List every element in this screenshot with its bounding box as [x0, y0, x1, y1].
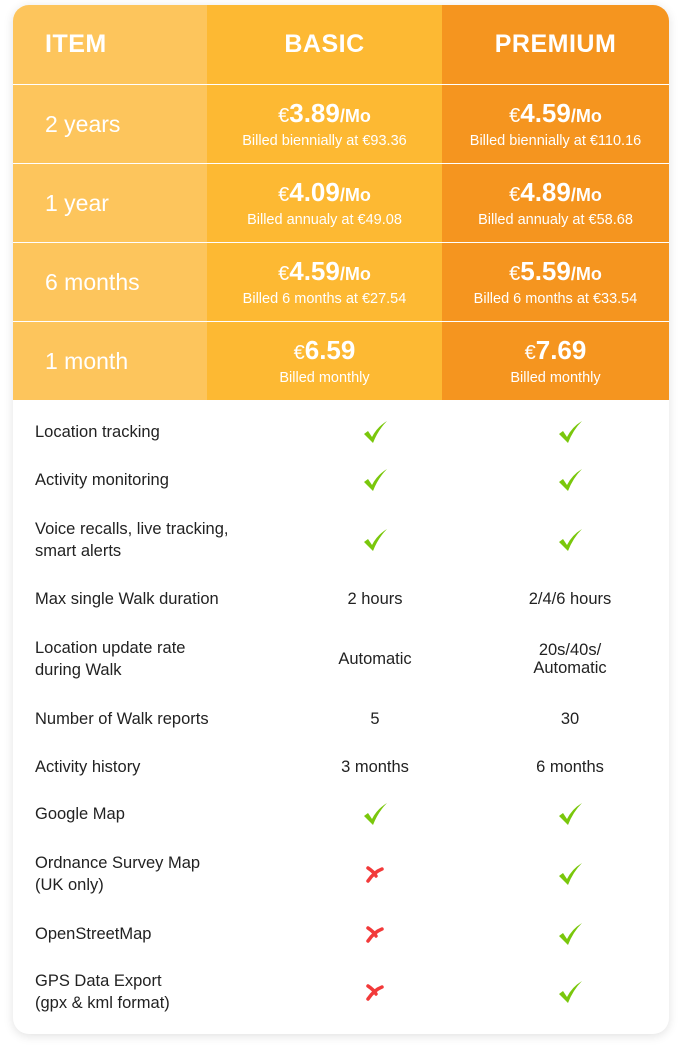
basic-feature-value: 2 hours — [347, 590, 403, 608]
feature-label: Activity monitoring — [35, 471, 169, 489]
premium-billed-text: Billed biennially at €110.16 — [469, 133, 642, 149]
premium-feature-value: 30 — [560, 710, 580, 728]
feature-row: Max single Walk duration 2 hours 2/4/6 hou… — [13, 574, 669, 624]
basic-check-icon — [275, 515, 475, 565]
feature-row: Ordnance Survey Map (UK only) — [13, 849, 669, 899]
basic-billed-text: Billed monthly — [279, 370, 370, 386]
plan-row: 1 month €6.59 Billed monthly €7.69 Bille… — [13, 322, 669, 400]
feature-label: Google Map — [35, 805, 125, 823]
premium-check-icon — [470, 967, 669, 1017]
item-column-bg — [13, 5, 207, 400]
pricing-table: ITEM BASIC PREMIUM 2 years €3.89/Mo Bill… — [13, 5, 669, 1034]
basic-price: €4.59/Mo — [278, 256, 371, 286]
basic-check-icon — [275, 407, 475, 457]
feature-row: OpenStreetMap — [13, 909, 669, 959]
premium-price: €7.69 — [524, 335, 587, 365]
basic-column-bg — [207, 5, 442, 400]
premium-check-icon — [470, 789, 669, 839]
item-header: ITEM — [45, 30, 107, 58]
basic-cross-icon — [275, 967, 475, 1017]
plan-row: 6 months €4.59/Mo Billed 6 months at €27… — [13, 243, 669, 321]
feature-label: Max single Walk duration — [35, 590, 219, 608]
basic-price: €4.09/Mo — [278, 177, 371, 207]
plan-duration: 6 months — [45, 268, 140, 295]
premium-billed-text: Billed annualy at €58.68 — [478, 212, 633, 228]
feature-row: Number of Walk reports 5 30 — [13, 694, 669, 744]
feature-label: Voice recalls, live tracking, smart aler… — [35, 520, 229, 560]
basic-feature-value: 5 — [370, 710, 380, 728]
basic-billed-text: Billed annualy at €49.08 — [247, 212, 402, 228]
feature-row: Activity monitoring — [13, 455, 669, 505]
basic-price: €6.59 — [293, 335, 356, 365]
premium-check-icon — [470, 455, 669, 505]
basic-billed-text: Billed 6 months at €27.54 — [242, 291, 407, 307]
basic-price-cell: €4.59/Mo Billed 6 months at €27.54 — [207, 243, 442, 321]
basic-feature-value: 3 months — [341, 758, 409, 776]
feature-label: Location update rate during Walk — [35, 639, 186, 679]
basic-cross-icon — [275, 849, 475, 899]
plan-duration: 1 year — [45, 189, 109, 216]
feature-row: Activity history 3 months 6 months — [13, 742, 669, 792]
plan-duration: 2 years — [45, 110, 121, 137]
basic-price: €3.89/Mo — [278, 98, 371, 128]
premium-billed-text: Billed monthly — [510, 370, 601, 386]
premium-feature-value: 2/4/6 hours — [528, 590, 612, 608]
plan-duration: 1 month — [45, 347, 129, 374]
premium-price-cell: €7.69 Billed monthly — [442, 322, 669, 400]
basic-header: BASIC — [284, 30, 365, 58]
premium-price-cell: €4.89/Mo Billed annualy at €58.68 — [442, 164, 669, 242]
basic-check-icon — [275, 455, 475, 505]
plan-row: 2 years €3.89/Mo Billed biennially at €9… — [13, 85, 669, 163]
premium-check-icon — [470, 849, 669, 899]
basic-feature-value: Automatic — [338, 650, 412, 668]
premium-feature-value: 20s/40s/ Automatic — [533, 641, 607, 677]
basic-cross-icon — [275, 909, 475, 959]
premium-header: PREMIUM — [494, 30, 617, 58]
feature-row: Location tracking — [13, 407, 669, 457]
premium-feature-value: 6 months — [536, 758, 604, 776]
premium-column-bg — [442, 5, 669, 400]
plan-row: 1 year €4.09/Mo Billed annualy at €49.08… — [13, 164, 669, 242]
premium-check-icon — [470, 407, 669, 457]
premium-price-cell: €4.59/Mo Billed biennially at €110.16 — [442, 85, 669, 163]
premium-price: €4.89/Mo — [509, 177, 602, 207]
premium-billed-text: Billed 6 months at €33.54 — [473, 291, 638, 307]
row-divider — [13, 321, 669, 322]
feature-row: Location update rate during Walk Automati… — [13, 634, 669, 684]
row-divider — [13, 163, 669, 164]
premium-price-cell: €5.59/Mo Billed 6 months at €33.54 — [442, 243, 669, 321]
feature-row: Google Map — [13, 789, 669, 839]
feature-row: GPS Data Export (gpx & kml format) — [13, 967, 669, 1017]
feature-row: Voice recalls, live tracking, smart aler… — [13, 515, 669, 565]
basic-billed-text: Billed biennially at €93.36 — [242, 133, 407, 149]
row-divider — [13, 84, 669, 85]
basic-check-icon — [275, 789, 475, 839]
basic-price-cell: €6.59 Billed monthly — [207, 322, 442, 400]
row-divider — [13, 242, 669, 243]
basic-price-cell: €4.09/Mo Billed annualy at €49.08 — [207, 164, 442, 242]
premium-price: €4.59/Mo — [509, 98, 602, 128]
feature-label: Ordnance Survey Map (UK only) — [35, 854, 201, 894]
premium-check-icon — [470, 909, 669, 959]
basic-price-cell: €3.89/Mo Billed biennially at €93.36 — [207, 85, 442, 163]
feature-label: Number of Walk reports — [35, 710, 209, 728]
premium-check-icon — [470, 515, 669, 565]
feature-label: GPS Data Export (gpx & kml format) — [35, 972, 170, 1012]
feature-label: Activity history — [35, 758, 141, 776]
feature-label: Location tracking — [35, 423, 160, 441]
premium-price: €5.59/Mo — [509, 256, 602, 286]
feature-label: OpenStreetMap — [35, 925, 152, 943]
header-row: ITEM BASIC PREMIUM — [13, 5, 669, 84]
